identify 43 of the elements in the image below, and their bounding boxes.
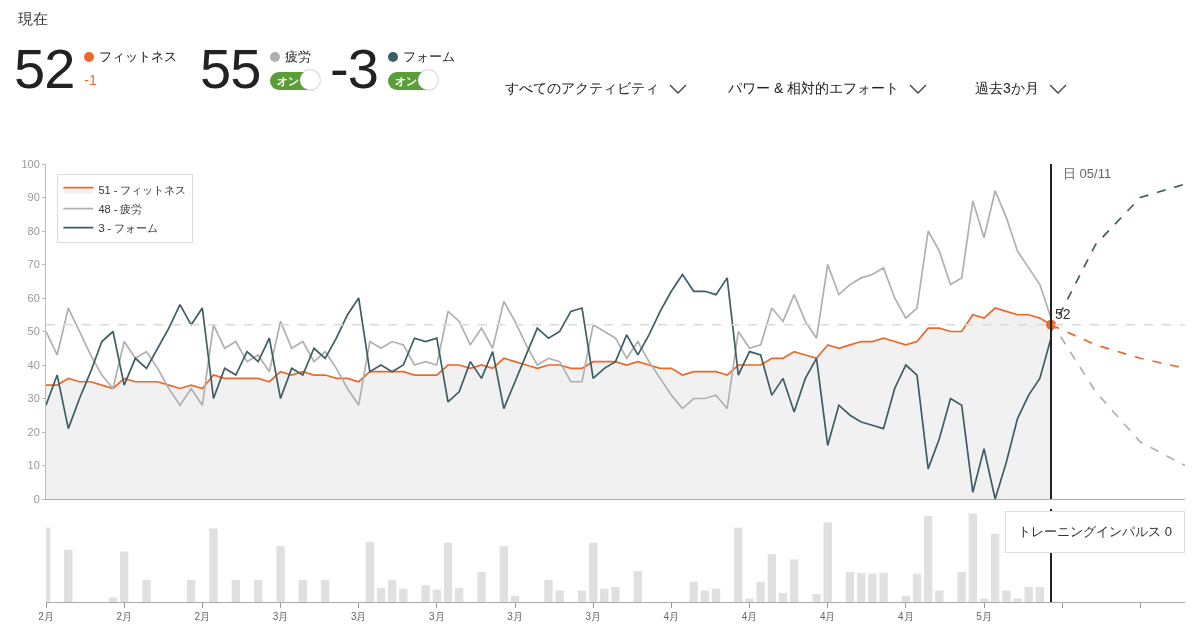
text: フィットネス	[99, 48, 178, 66]
x-tick-label: 3月	[585, 611, 601, 622]
text: 52	[14, 37, 75, 100]
text: -3	[330, 37, 378, 100]
y-tick-label: 10	[27, 459, 40, 472]
y-tick-label: 30	[27, 392, 40, 405]
tooltip-box: トレーニングインパルス 0	[1005, 511, 1185, 553]
y-tick-label: 0	[33, 492, 40, 505]
x-tick-label: 2月	[194, 611, 211, 622]
x-tick-label: 5月	[976, 611, 992, 622]
x-tick-label: 2月	[116, 611, 132, 622]
text: -1	[84, 72, 98, 88]
legend-label: 48 - 疲労	[98, 202, 143, 215]
text: 疲労	[285, 48, 312, 66]
text: パワー & 相対的エフォート	[728, 80, 900, 98]
toggle-switch: オン	[270, 72, 319, 90]
text: すべてのアクティビティ	[505, 80, 659, 98]
text: 55	[200, 37, 261, 100]
y-tick-label: 80	[27, 224, 40, 237]
y-tick-label: 40	[27, 358, 40, 371]
x-tick-label: 4月	[741, 611, 758, 622]
annotation: 52	[1055, 306, 1071, 322]
text: 現在	[18, 10, 48, 29]
x-tick-label: 3月	[507, 611, 523, 622]
legend-label: 3 - フォーム	[98, 221, 159, 234]
text: 過去3か月	[975, 80, 1039, 98]
x-tick-label: 3月	[429, 611, 445, 622]
x-tick-label: 4月	[819, 611, 836, 622]
y-tick-label: 50	[27, 325, 40, 338]
x-tick-label: 4月	[663, 611, 680, 622]
x-tick-label: 4月	[898, 611, 914, 622]
legend-label: 51 - フィットネス	[98, 183, 187, 196]
x-tick-label: 3月	[272, 611, 289, 622]
text: フォーム	[402, 48, 455, 66]
y-tick-label: 20	[27, 425, 40, 438]
y-tick-label: 60	[27, 291, 40, 304]
x-tick-label: 2月	[38, 611, 54, 622]
x-tick-label: 3月	[350, 611, 367, 622]
toggle-switch: オン	[387, 72, 436, 90]
y-tick-label: 90	[27, 191, 40, 204]
y-tick-label: 70	[27, 258, 40, 271]
y-tick-label: 100	[21, 157, 40, 170]
ref-line-label: 日 05/11	[1063, 166, 1112, 181]
